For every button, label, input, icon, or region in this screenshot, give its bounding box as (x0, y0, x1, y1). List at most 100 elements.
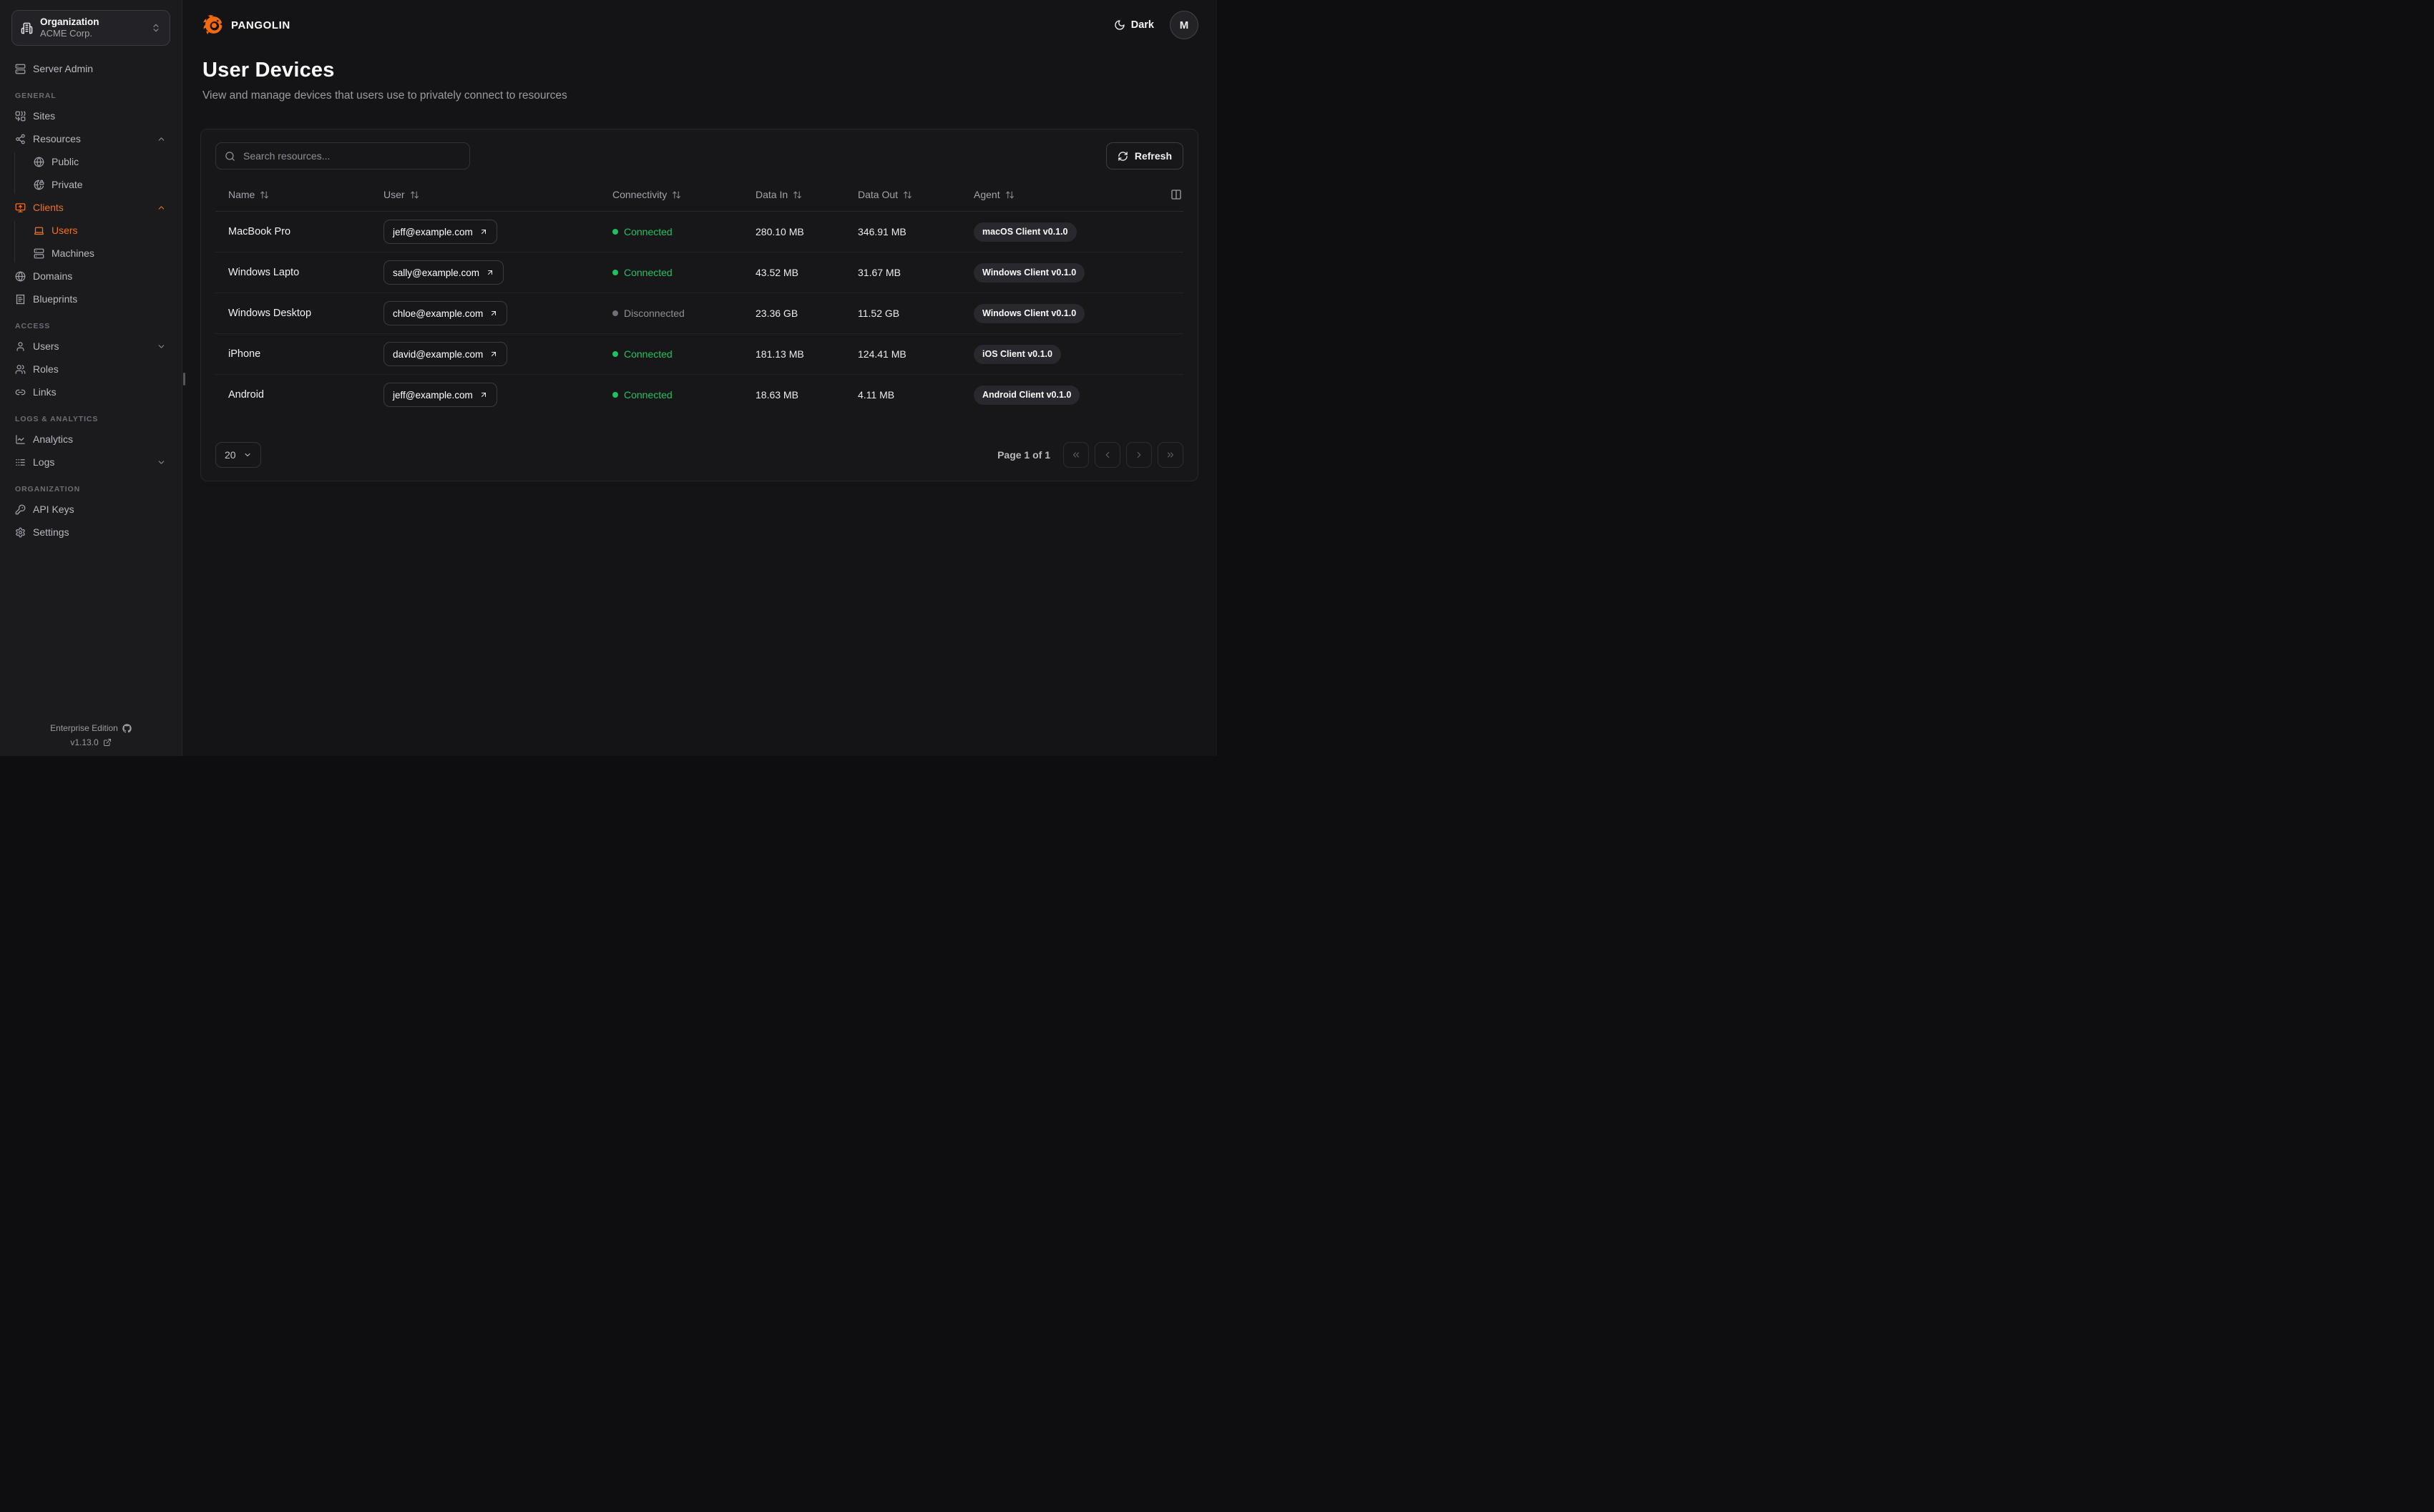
sidebar-item-label: Server Admin (33, 63, 94, 74)
page-subtitle: View and manage devices that users use t… (202, 89, 567, 102)
connectivity-status: Connected (612, 226, 756, 237)
chevrons-left-icon (1072, 452, 1080, 458)
sidebar-item-roles[interactable]: Roles (11, 358, 170, 381)
sidebar-item-sites[interactable]: Sites (11, 104, 170, 127)
device-name: MacBook Pro (228, 226, 291, 237)
first-page-button[interactable] (1063, 442, 1089, 468)
building-icon (21, 22, 33, 34)
col-header-connectivity[interactable]: Connectivity (612, 189, 756, 200)
link-icon (15, 387, 26, 398)
table-row: MacBook Pro jeff@example.com Connected 2… (215, 212, 1183, 252)
sidebar-item-settings[interactable]: Settings (11, 521, 170, 544)
chevrons-up-down-icon (151, 23, 161, 33)
sidebar-item-resources[interactable]: Resources (11, 127, 170, 150)
chevron-up-icon (157, 134, 166, 144)
edition-line[interactable]: Enterprise Edition (0, 723, 182, 733)
app-window: Organization ACME Corp. Server Admin GEN… (0, 0, 1217, 756)
laptop-icon (34, 225, 44, 236)
next-page-button[interactable] (1126, 442, 1152, 468)
sidebar-item-logs[interactable]: Logs (11, 451, 170, 473)
users-icon (15, 364, 26, 375)
col-header-name[interactable]: Name (215, 189, 383, 200)
table-row: Windows Desktop chloe@example.com Discon… (215, 293, 1183, 333)
status-label: Connected (624, 226, 673, 237)
col-header-agent[interactable]: Agent (974, 189, 1155, 200)
data-in-value: 280.10 MB (756, 226, 804, 237)
user-icon (15, 341, 26, 352)
main-area: PANGOLIN Dark M User Devices View and ma… (182, 0, 1217, 756)
sidebar-item-public[interactable]: Public (30, 150, 170, 173)
org-selector-label: Organization (40, 16, 99, 27)
sidebar-item-api-keys[interactable]: API Keys (11, 498, 170, 521)
org-selector-text: Organization ACME Corp. (40, 16, 144, 40)
data-in-value: 181.13 MB (756, 348, 804, 360)
columns-icon (1171, 190, 1181, 200)
prev-page-button[interactable] (1095, 442, 1120, 468)
chart-line-icon (15, 434, 26, 445)
col-header-label: Data In (756, 189, 788, 200)
user-link-button[interactable]: david@example.com (383, 342, 508, 366)
sidebar-item-machines[interactable]: Machines (30, 242, 170, 265)
sidebar-scrollbar[interactable] (183, 373, 185, 386)
sidebar-item-private[interactable]: Private (30, 173, 170, 196)
col-header-user[interactable]: User (383, 189, 612, 200)
sidebar-item-users[interactable]: Users (11, 335, 170, 358)
sidebar-item-clients[interactable]: Clients (11, 196, 170, 219)
data-in-value: 18.63 MB (756, 389, 798, 401)
connectivity-status: Connected (612, 389, 756, 401)
user-link-button[interactable]: sally@example.com (383, 260, 504, 285)
avatar[interactable]: M (1170, 11, 1198, 39)
theme-toggle[interactable]: Dark (1114, 19, 1154, 31)
sidebar-item-links[interactable]: Links (11, 381, 170, 403)
user-email: chloe@example.com (393, 308, 484, 319)
user-link-button[interactable]: jeff@example.com (383, 383, 497, 407)
org-selector[interactable]: Organization ACME Corp. (11, 10, 170, 46)
status-dot (612, 270, 618, 275)
data-in-value: 23.36 GB (756, 308, 798, 319)
user-email: jeff@example.com (393, 389, 473, 401)
sidebar-item-blueprints[interactable]: Blueprints (11, 288, 170, 310)
sidebar-item-label: Clients (33, 202, 64, 213)
brand-name: PANGOLIN (231, 19, 290, 31)
last-page-button[interactable] (1158, 442, 1183, 468)
col-header-data-out[interactable]: Data Out (858, 189, 974, 200)
user-link-button[interactable]: chloe@example.com (383, 301, 508, 325)
sidebar-item-clients-users[interactable]: Users (30, 219, 170, 242)
col-header-data-in[interactable]: Data In (756, 189, 858, 200)
search-input[interactable] (242, 149, 461, 162)
col-header-label: User (383, 189, 405, 200)
version-line[interactable]: v1.13.0 (0, 737, 182, 747)
agent-badge: Windows Client v0.1.0 (974, 262, 1085, 283)
sidebar-item-domains[interactable]: Domains (11, 265, 170, 288)
globe-lock-icon (34, 180, 44, 190)
connectivity-status: Connected (612, 267, 756, 278)
chevrons-right-icon (1167, 452, 1174, 458)
sort-icon (410, 190, 419, 200)
refresh-button-label: Refresh (1134, 150, 1172, 162)
brand-logo[interactable]: PANGOLIN (202, 14, 290, 36)
connectivity-status: Connected (612, 348, 756, 360)
status-dot (612, 351, 618, 357)
page-size-select[interactable]: 20 (215, 442, 261, 468)
pagination-buttons (1063, 442, 1183, 468)
arrow-up-right-icon (479, 391, 488, 399)
sidebar-item-label: Settings (33, 526, 69, 538)
device-name: iPhone (228, 348, 261, 360)
sidebar-item-server-admin[interactable]: Server Admin (11, 57, 170, 80)
sort-icon (903, 190, 912, 200)
sidebar-item-analytics[interactable]: Analytics (11, 428, 170, 451)
sidebar-item-label: Roles (33, 363, 59, 375)
arrow-up-right-icon (479, 227, 488, 236)
columns-toggle-button[interactable] (1169, 187, 1183, 202)
devices-table: Name User Connectivity Data In (201, 178, 1198, 432)
arrow-up-right-icon (489, 309, 498, 318)
globe-icon (34, 157, 44, 167)
data-in-value: 43.52 MB (756, 267, 798, 278)
user-email: sally@example.com (393, 267, 479, 278)
refresh-button[interactable]: Refresh (1105, 142, 1183, 170)
user-link-button[interactable]: jeff@example.com (383, 220, 497, 244)
topbar-controls: Dark M (1114, 11, 1198, 39)
sidebar-item-label: Logs (33, 456, 55, 468)
version-label: v1.13.0 (70, 737, 99, 747)
connectivity-status: Disconnected (612, 308, 756, 319)
